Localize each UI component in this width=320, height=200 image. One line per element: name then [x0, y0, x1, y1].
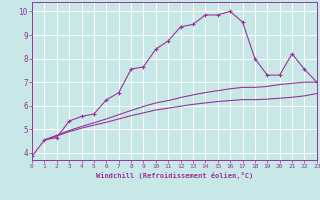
X-axis label: Windchill (Refroidissement éolien,°C): Windchill (Refroidissement éolien,°C) [96, 172, 253, 179]
